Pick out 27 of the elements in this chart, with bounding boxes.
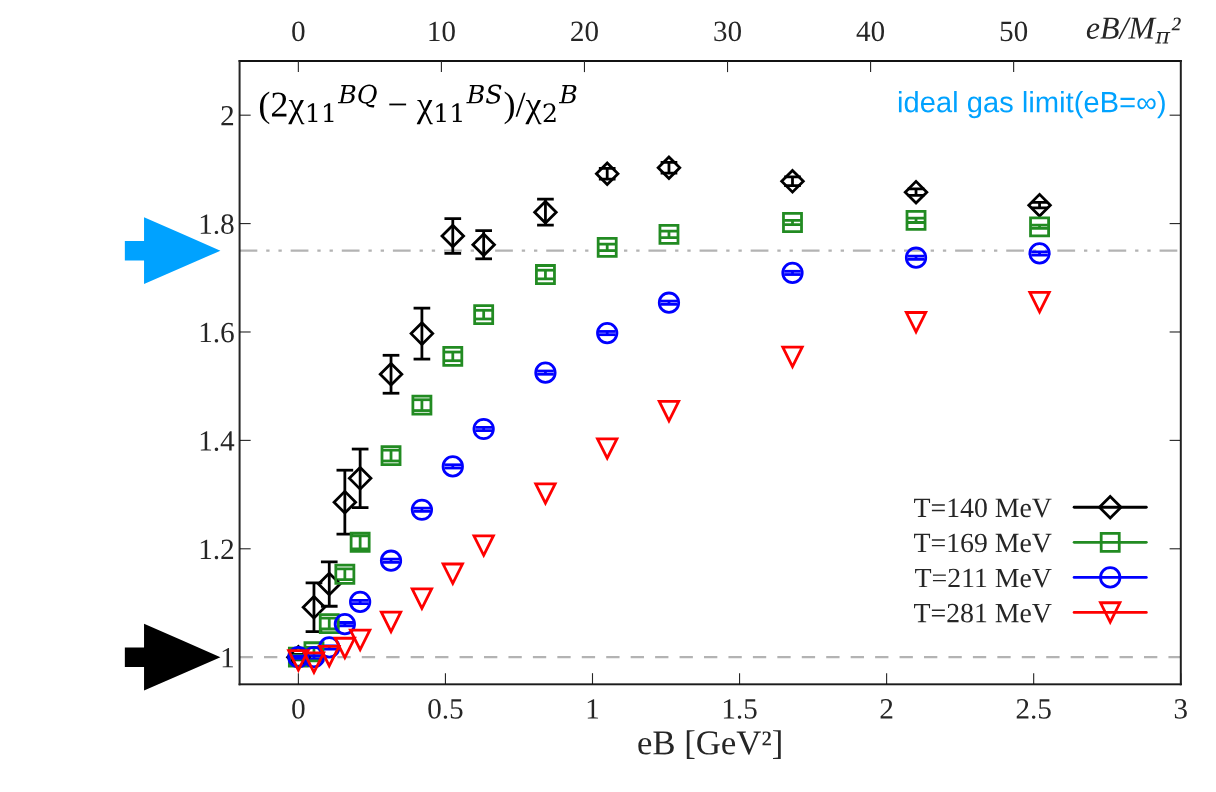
x2-tick-label: 10: [429, 21, 455, 42]
y-tick-label: 1.8: [200, 214, 234, 235]
y-tick-label: 1.4: [200, 431, 235, 451]
text: (2χ$_{11}$$^{BQ}$ − χ$_{11}$$^{BS}$)/χ$_{2}$$^{B}$: [259, 84, 577, 125]
y-tick-label: 1.6: [200, 322, 234, 343]
x2-tick-label: 0: [292, 21, 305, 42]
y-tick-label: 1: [222, 648, 233, 668]
x-axis-title: eB [GeV²]: [638, 730, 781, 759]
y-tick-label: 1.2: [200, 539, 234, 560]
x-tick-label: 1.5: [723, 699, 757, 719]
annotation: ideal gas limit(eB=∞): [898, 91, 1165, 119]
y-tick-label: 2: [221, 105, 234, 126]
x-tick-label: 2.5: [1016, 699, 1051, 719]
legend-label: T=140 MeV: [914, 498, 1052, 518]
x-tick-label: 2: [880, 699, 893, 719]
x-tick-label: 0: [292, 699, 305, 719]
x2-axis-title: eB/M$_{π}$²: [1086, 17, 1181, 44]
x-tick-label: 3: [1174, 699, 1187, 719]
x2-tick-label: 50: [1000, 21, 1028, 42]
x-tick-label: 0.5: [428, 699, 463, 719]
x-tick-label: 1: [587, 699, 599, 719]
legend-label: T=211 MeV: [915, 568, 1052, 588]
x2-tick-label: 40: [856, 21, 885, 42]
x2-tick-label: 30: [714, 21, 741, 42]
legend-label: T=281 MeV: [914, 603, 1052, 623]
x2-tick-label: 20: [571, 21, 598, 42]
legend-label: T=169 MeV: [914, 533, 1052, 553]
